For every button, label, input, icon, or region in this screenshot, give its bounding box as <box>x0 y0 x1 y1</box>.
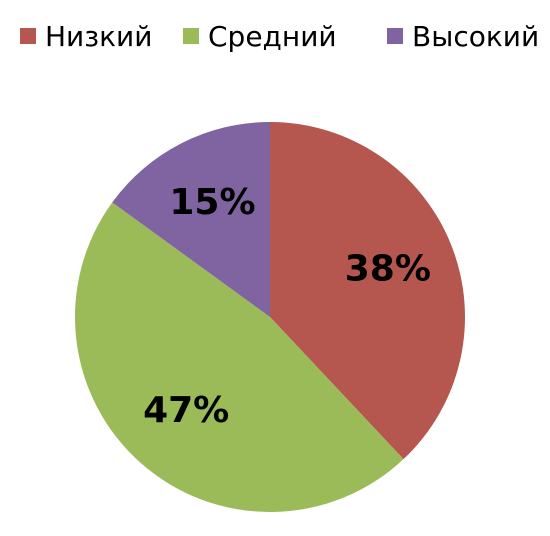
pie-slice <box>270 122 466 460</box>
legend-swatch <box>20 28 36 44</box>
pie-slice <box>112 122 270 317</box>
data-label: 47% <box>143 390 229 431</box>
legend-swatch <box>387 28 403 44</box>
data-label: 15% <box>169 182 255 223</box>
data-label: 38% <box>345 248 431 289</box>
pie-slice <box>74 202 404 513</box>
legend-swatch <box>183 28 199 44</box>
legend-label: Высокий <box>412 20 539 53</box>
legend-label: Средний <box>208 20 337 53</box>
legend-label: Низкий <box>45 20 152 53</box>
